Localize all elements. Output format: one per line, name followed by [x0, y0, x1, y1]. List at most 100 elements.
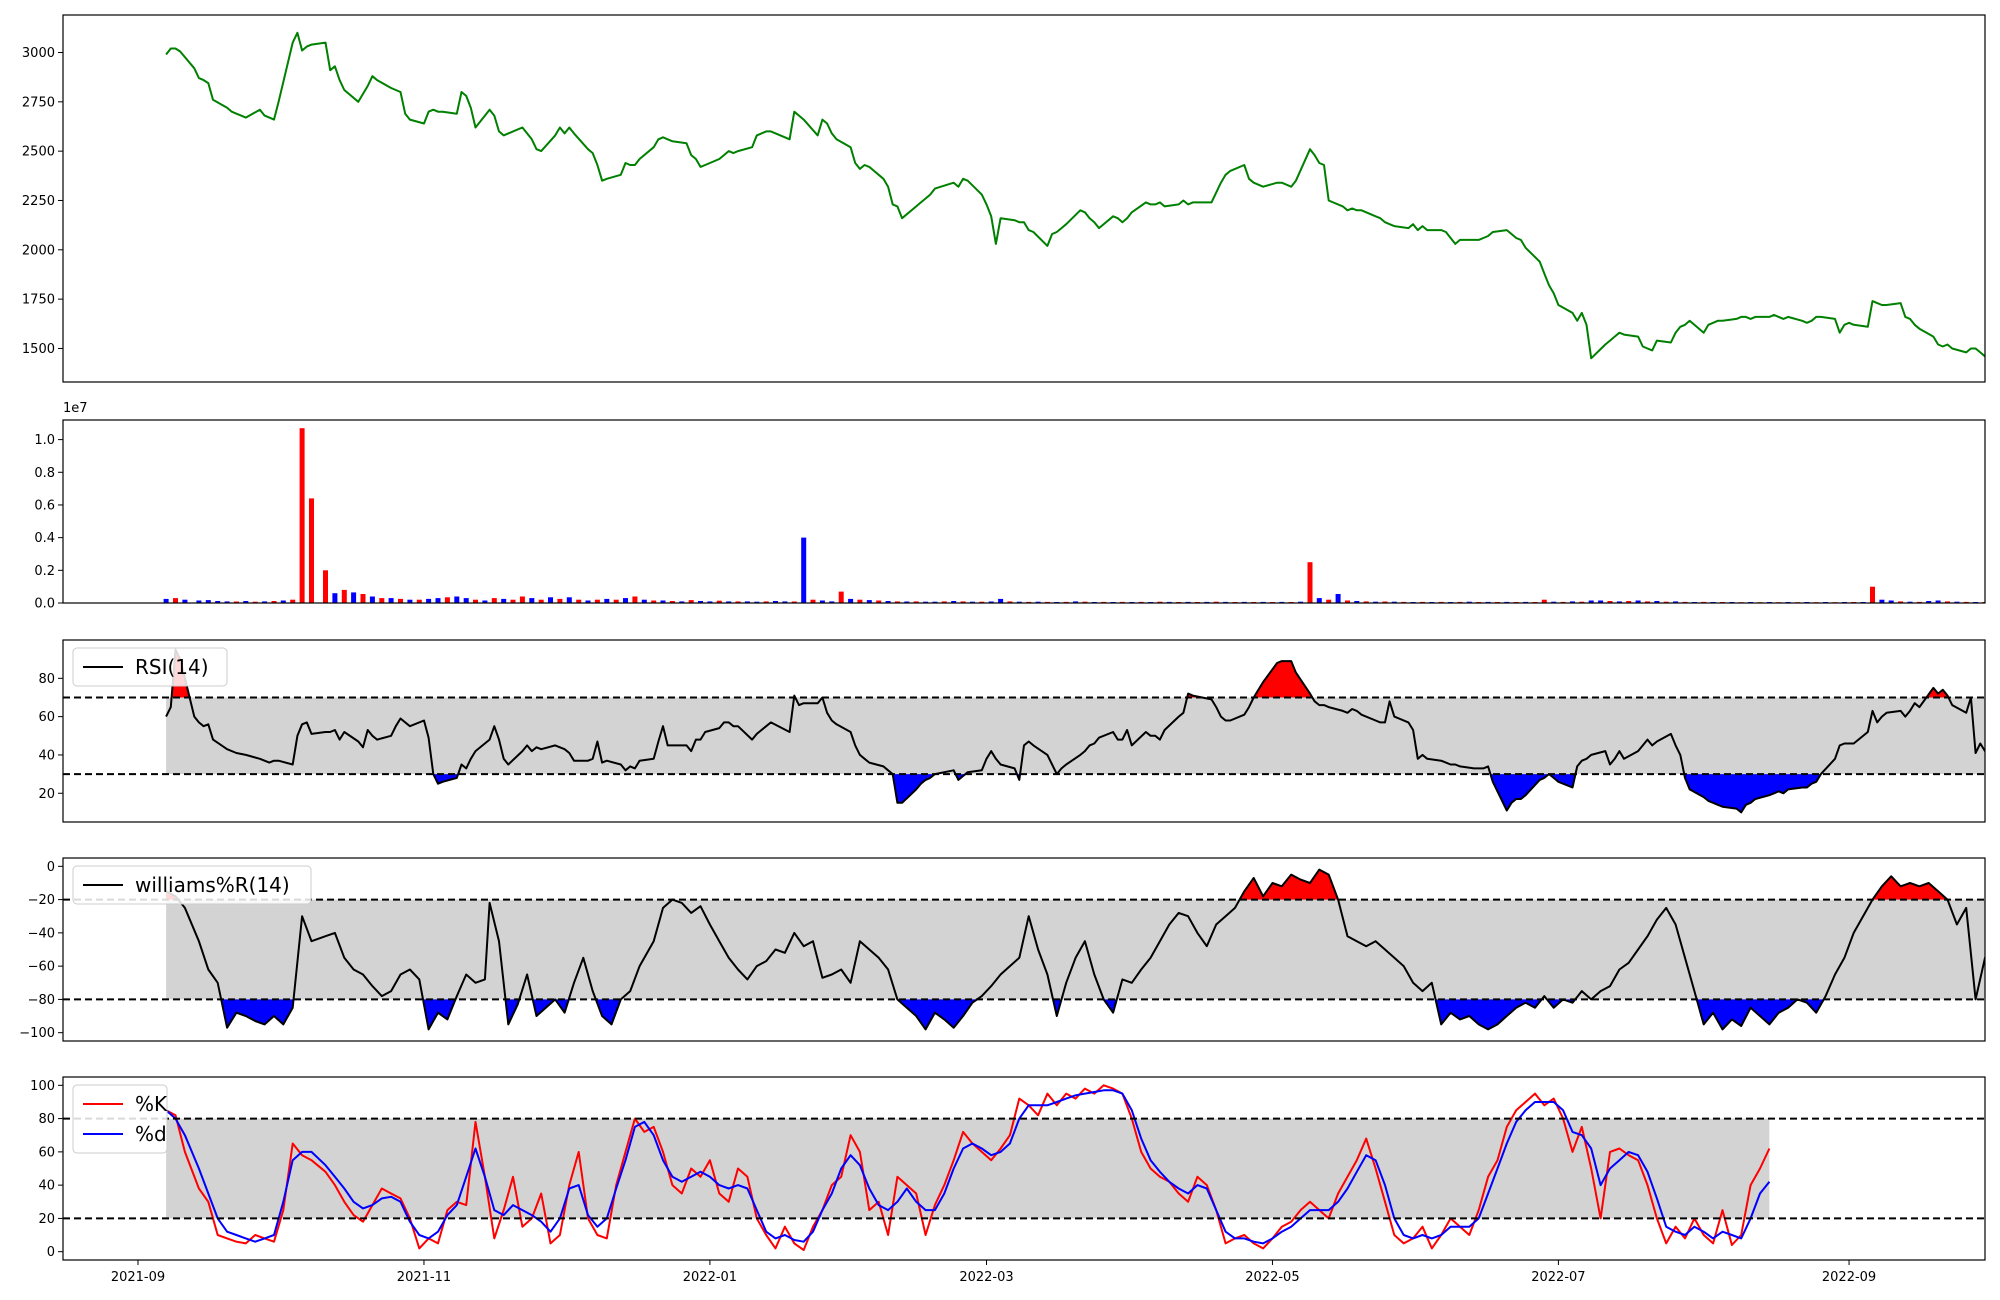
- williams-r-ytick-label: −20: [28, 893, 55, 908]
- price-ytick-label: 1750: [22, 293, 55, 308]
- volume-bar: [510, 599, 516, 603]
- williams-r-overbought-fill: [1239, 869, 1339, 900]
- stochastic-legend-label: %K: [135, 1092, 168, 1116]
- volume-bar: [299, 428, 305, 603]
- volume-bar: [538, 599, 544, 603]
- volume-bar: [632, 596, 638, 603]
- volume-bar: [1551, 601, 1557, 603]
- volume-bar: [932, 601, 938, 603]
- volume-bar: [243, 601, 249, 603]
- rsi-legend: RSI(14): [72, 647, 228, 687]
- volume-bar: [473, 599, 478, 603]
- volume-bar: [262, 601, 268, 603]
- volume-bar: [1935, 600, 1941, 603]
- price-ytick-label: 2750: [22, 95, 55, 110]
- williams-r-ytick-label: 0: [47, 860, 55, 875]
- volume-bar: [398, 598, 403, 603]
- volume-bar: [360, 594, 366, 603]
- volume-bar: [669, 601, 675, 603]
- volume-bar: [782, 601, 788, 603]
- volume-bar: [1626, 601, 1632, 603]
- volume-ytick-label: 0.4: [34, 531, 55, 546]
- volume-bar: [463, 598, 469, 603]
- xtick-label: 2022-01: [683, 1270, 737, 1285]
- volume-bar: [332, 593, 338, 603]
- volume-bar: [444, 597, 450, 603]
- volume-ytick-label: 0.0: [34, 597, 55, 612]
- volume-bar: [960, 601, 966, 603]
- volume-bar: [1588, 600, 1594, 603]
- volume-bar: [594, 599, 600, 603]
- volume-bar: [491, 598, 497, 603]
- volume-bar: [763, 601, 769, 603]
- volume-bar: [688, 600, 694, 603]
- williams-r-ytick-label: −40: [28, 926, 55, 941]
- rsi-line-rsi-14-: [165, 648, 1985, 814]
- volume-bar: [894, 601, 900, 603]
- volume-axes-frame: [62, 419, 1986, 604]
- volume-bar: [454, 596, 460, 603]
- volume-bar: [407, 599, 413, 603]
- volume-bar: [1157, 601, 1163, 603]
- volume-bar: [1354, 601, 1360, 603]
- volume-bar: [613, 599, 619, 603]
- volume-bar: [1663, 601, 1669, 603]
- price-ytick-label: 2250: [22, 194, 55, 209]
- volume-panel: 0.0 0.2 0.4 0.6 0.8 1.0 1e7: [34, 401, 1997, 612]
- volume-bar: [280, 600, 286, 603]
- volume-bar: [351, 592, 357, 603]
- volume-bar: [1992, 602, 1997, 603]
- williams-r-oversold-fill: [505, 999, 520, 1025]
- williams-r-plot-area: [165, 868, 1985, 1031]
- volume-bar: [1954, 601, 1960, 603]
- volume-bar: [1345, 600, 1350, 603]
- volume-bar: [369, 596, 375, 603]
- volume-bar: [309, 498, 314, 603]
- volume-bar: [773, 601, 778, 603]
- volume-bar: [698, 601, 703, 603]
- volume-bar: [885, 601, 891, 603]
- rsi-axes-frame: [62, 639, 1986, 823]
- price-ytick-label: 2500: [22, 145, 55, 160]
- stochastic-plot-area: [165, 1084, 1771, 1251]
- volume-bar: [1541, 599, 1547, 603]
- volume-bar: [1373, 601, 1379, 603]
- williams-r-line-williams-r-14-: [165, 868, 1985, 1031]
- volume-bar: [548, 597, 553, 603]
- williams-r-panel: −100 −80 −60 −40 −20 0 williams%R(14): [19, 857, 1986, 1042]
- volume-bar: [1907, 601, 1913, 603]
- volume-bar: [1016, 601, 1022, 603]
- rsi-oversold-fill: [433, 774, 459, 784]
- williams-r-oversold-fill: [423, 999, 456, 1030]
- volume-bar: [969, 601, 975, 603]
- volume-bar: [252, 601, 258, 603]
- williams-r-band: [166, 899, 1985, 1000]
- volume-bar: [848, 598, 854, 603]
- stochastic-ytick-label: 0: [47, 1245, 55, 1260]
- volume-bar: [196, 600, 202, 603]
- volume-offset-label: 1e7: [63, 401, 88, 416]
- volume-bar: [679, 601, 685, 603]
- volume-bar: [660, 600, 666, 603]
- volume-bar: [651, 600, 657, 603]
- xtick-label: 2022-03: [959, 1270, 1013, 1285]
- stochastic-axes-frame: [62, 1076, 1986, 1261]
- rsi-panel: 20 40 60 80 RSI(14): [38, 639, 1986, 823]
- xtick-label: 2021-11: [397, 1270, 451, 1285]
- rsi-ytick-label: 40: [38, 748, 55, 763]
- stochastic-legend-box: [72, 1084, 168, 1154]
- volume-bar: [566, 597, 572, 603]
- volume-bar: [735, 601, 741, 603]
- stochastic-band: [166, 1118, 1770, 1219]
- xtick-label: 2021-09: [111, 1270, 165, 1285]
- volume-bar: [810, 599, 816, 603]
- volume-bar: [941, 601, 947, 603]
- williams-r-legend: williams%R(14): [72, 865, 312, 905]
- volume-bar: [1598, 600, 1604, 603]
- williams-r-ytick-label: −80: [28, 993, 55, 1008]
- volume-bar: [1007, 601, 1013, 603]
- volume-bar: [426, 598, 432, 603]
- volume-bar: [716, 600, 722, 603]
- rsi-oversold-fill: [1684, 774, 1821, 813]
- xtick-label: 2022-07: [1531, 1270, 1585, 1285]
